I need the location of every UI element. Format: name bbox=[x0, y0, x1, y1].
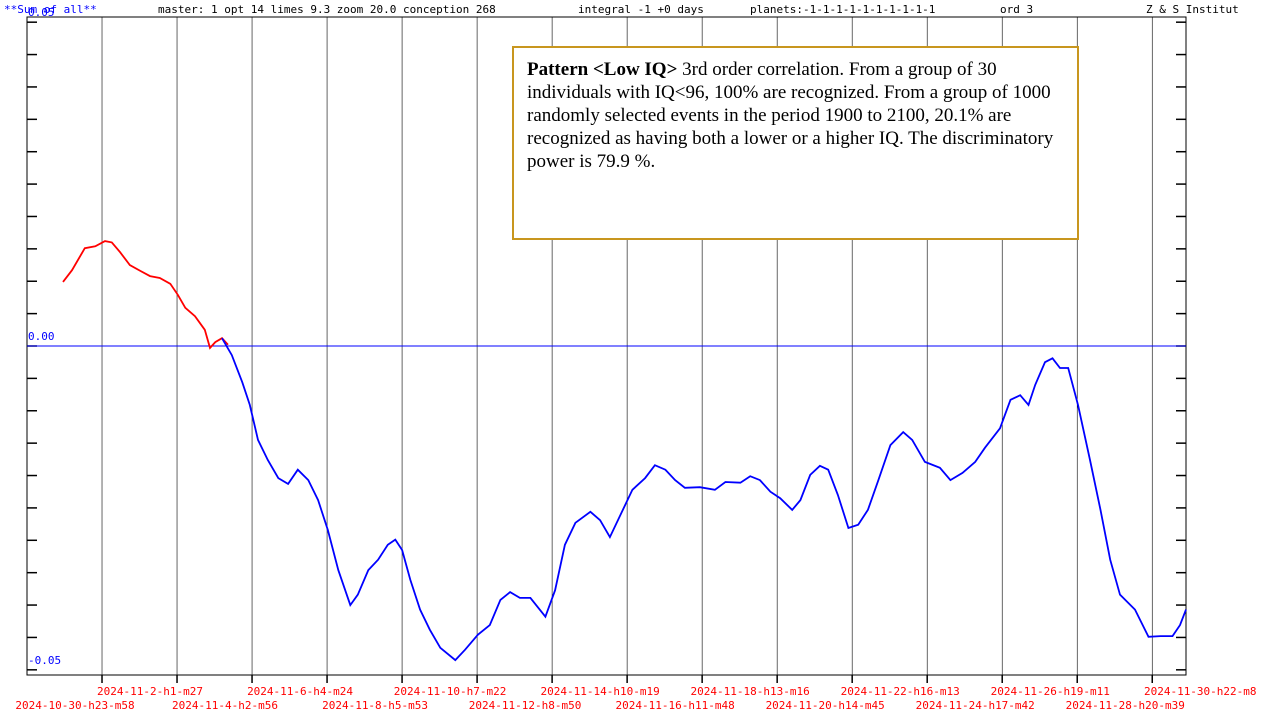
x-tick-label: 2024-11-12-h8-m50 bbox=[469, 699, 582, 712]
annotation-box: Pattern <Low IQ> 3rd order correlation. … bbox=[512, 46, 1079, 240]
x-tick-label: 2024-11-18-h13-m16 bbox=[691, 685, 810, 698]
y-tick-label: -0.05 bbox=[28, 654, 61, 667]
x-tick-label: 2024-11-8-h5-m53 bbox=[322, 699, 428, 712]
data-line bbox=[62, 240, 229, 350]
x-tick-label: 2024-10-30-h23-m58 bbox=[15, 699, 134, 712]
annotation-text: 3rd order correlation. From a group of 3… bbox=[527, 59, 1054, 172]
x-tick-label: 2024-11-14-h10-m19 bbox=[541, 685, 660, 698]
header-text: Z & S Institut bbox=[1146, 3, 1239, 16]
x-tick-label: 2024-11-6-h4-m24 bbox=[247, 685, 353, 698]
header-text: integral -1 +0 days bbox=[578, 3, 704, 16]
x-tick-label: 2024-11-2-h1-m27 bbox=[97, 685, 203, 698]
x-tick-label: 2024-11-20-h14-m45 bbox=[766, 699, 885, 712]
x-tick-label: 2024-11-16-h11-m48 bbox=[616, 699, 735, 712]
data-line bbox=[221, 337, 1187, 662]
x-tick-label: 2024-11-28-h20-m39 bbox=[1066, 699, 1185, 712]
y-tick-label: 0.00 bbox=[28, 330, 55, 343]
x-tick-label: 2024-11-30-h22-m8 bbox=[1144, 685, 1257, 698]
header-text: ord 3 bbox=[1000, 3, 1033, 16]
annotation-title: Pattern <Low IQ> bbox=[527, 59, 678, 80]
x-tick-label: 2024-11-4-h2-m56 bbox=[172, 699, 278, 712]
header-text: **Sum of all** bbox=[4, 3, 97, 16]
header-text: master: 1 opt 14 limes 9.3 zoom 20.0 con… bbox=[158, 3, 496, 16]
x-tick-label: 2024-11-24-h17-m42 bbox=[916, 699, 1035, 712]
x-tick-label: 2024-11-26-h19-m11 bbox=[991, 685, 1110, 698]
x-tick-label: 2024-11-22-h16-m13 bbox=[841, 685, 960, 698]
header-text: planets:-1-1-1-1-1-1-1-1-1-1 bbox=[750, 3, 935, 16]
y-tick-label: 0.05 bbox=[28, 6, 55, 19]
x-tick-label: 2024-11-10-h7-m22 bbox=[394, 685, 507, 698]
